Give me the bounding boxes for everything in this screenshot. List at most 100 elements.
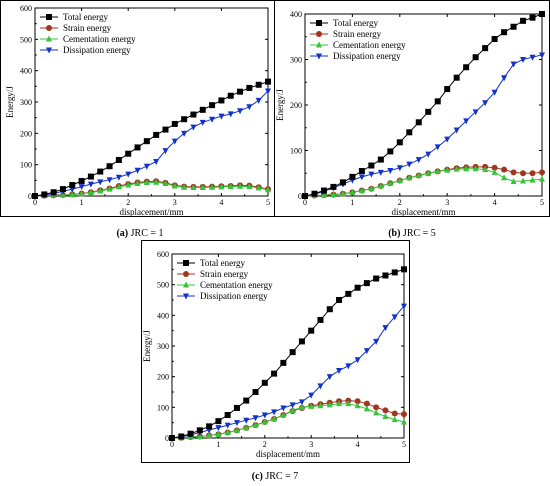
data-point-total <box>510 23 517 30</box>
data-point-dissipation <box>87 181 94 188</box>
data-point-dissipation <box>510 61 517 68</box>
data-point-dissipation <box>271 409 278 416</box>
data-point-dissipation <box>162 148 169 155</box>
data-point-cementation <box>218 183 225 190</box>
data-point-total <box>368 162 375 169</box>
data-point-dissipation <box>280 405 287 412</box>
plot-area <box>304 13 543 197</box>
legend-label-cementation: Cementation energy <box>200 280 273 290</box>
data-point-dissipation <box>317 383 324 390</box>
data-point-total <box>187 430 194 437</box>
data-point-total <box>233 404 240 411</box>
x-tick-label: 4 <box>219 198 223 207</box>
data-point-total <box>69 182 76 189</box>
data-point-cementation <box>199 184 206 191</box>
data-point-total <box>143 138 150 145</box>
data-point-total <box>271 370 278 377</box>
data-point-dissipation <box>434 144 441 151</box>
y-tick-label: 500 <box>157 281 169 290</box>
data-point-cementation <box>491 168 498 175</box>
data-point-dissipation <box>153 159 160 166</box>
data-point-dissipation <box>377 169 384 176</box>
data-point-cementation <box>401 418 407 425</box>
data-point-cementation <box>153 178 160 185</box>
data-point-cementation <box>529 176 536 183</box>
chart-jrc-1: 0 1 2 3 4 5 0 100 200 300 400 500 600 displacement/mm… <box>5 4 271 217</box>
data-point-total <box>224 412 231 418</box>
data-point-cementation <box>434 167 441 174</box>
data-point-cementation <box>501 174 508 181</box>
data-point-cementation <box>387 179 394 186</box>
x-tick-label: 2 <box>126 198 130 207</box>
data-point-total <box>529 14 536 21</box>
data-point-cementation <box>271 415 278 422</box>
y-tick-label: 200 <box>157 373 169 382</box>
data-point-cementation <box>261 418 268 425</box>
data-point-strain <box>354 398 361 405</box>
data-point-strain <box>363 400 370 407</box>
data-point-cementation <box>425 169 432 176</box>
legend-label-cementation: Cementation energy <box>333 40 406 50</box>
legend-marker-strain <box>46 25 52 31</box>
data-point-total <box>265 78 271 85</box>
data-point-total <box>501 29 508 36</box>
x-tick-label: 5 <box>540 198 544 207</box>
data-point-total <box>87 173 94 180</box>
data-point-dissipation <box>358 174 365 181</box>
data-point-cementation <box>206 432 213 439</box>
data-point-strain <box>510 169 517 176</box>
data-point-dissipation <box>199 119 206 126</box>
data-point-dissipation <box>401 303 407 310</box>
data-point-cementation <box>358 187 365 194</box>
data-point-strain <box>491 164 498 171</box>
data-point-dissipation <box>387 168 394 175</box>
data-point-total <box>196 427 203 434</box>
legend-marker-cementation <box>183 281 189 288</box>
data-point-dissipation <box>491 89 498 96</box>
data-point-cementation <box>181 183 188 190</box>
legend-label-total: Total energy <box>63 12 108 22</box>
data-point-total <box>41 191 48 198</box>
data-point-cementation <box>326 401 333 408</box>
data-point-cementation <box>280 411 287 418</box>
data-point-total <box>406 129 413 136</box>
chart-jrc-5: 0 1 2 3 4 5 0 100 200 300 400 displacement/mm Energy… <box>275 10 545 217</box>
data-point-cementation <box>227 183 234 190</box>
data-point-dissipation <box>181 130 188 137</box>
data-point-total <box>391 269 398 276</box>
data-point-total <box>97 168 104 175</box>
y-tick-label: 300 <box>157 342 169 351</box>
data-point-dissipation <box>227 111 234 118</box>
data-point-cementation <box>171 182 178 189</box>
data-point-dissipation <box>444 136 451 143</box>
data-point-dissipation <box>501 75 508 82</box>
y-tick-label: 100 <box>290 147 302 156</box>
data-point-cementation <box>237 182 244 189</box>
data-point-dissipation <box>425 151 432 158</box>
plot-area <box>34 7 269 197</box>
data-point-strain <box>539 169 545 176</box>
data-point-total <box>218 97 225 104</box>
data-point-strain <box>391 410 398 417</box>
y-tick-label: 600 <box>20 4 32 13</box>
data-point-cementation <box>243 424 250 431</box>
data-point-total <box>396 139 403 146</box>
data-point-cementation <box>97 187 104 194</box>
data-point-dissipation <box>106 177 113 184</box>
data-point-total <box>153 131 160 138</box>
data-point-total <box>339 179 346 186</box>
data-point-total <box>491 36 498 43</box>
data-point-dissipation <box>382 325 389 332</box>
data-point-cementation <box>298 403 305 410</box>
data-point-dissipation <box>345 363 352 370</box>
y-tick-label: 300 <box>20 98 32 107</box>
data-point-cementation <box>510 177 517 184</box>
x-tick-label: 5 <box>402 440 406 449</box>
data-point-total <box>317 316 324 323</box>
y-tick-label: 300 <box>290 56 302 65</box>
legend-marker-total <box>46 14 52 20</box>
data-point-total <box>330 183 337 190</box>
data-point-total <box>32 193 38 199</box>
legend-marker-strain <box>183 271 189 277</box>
